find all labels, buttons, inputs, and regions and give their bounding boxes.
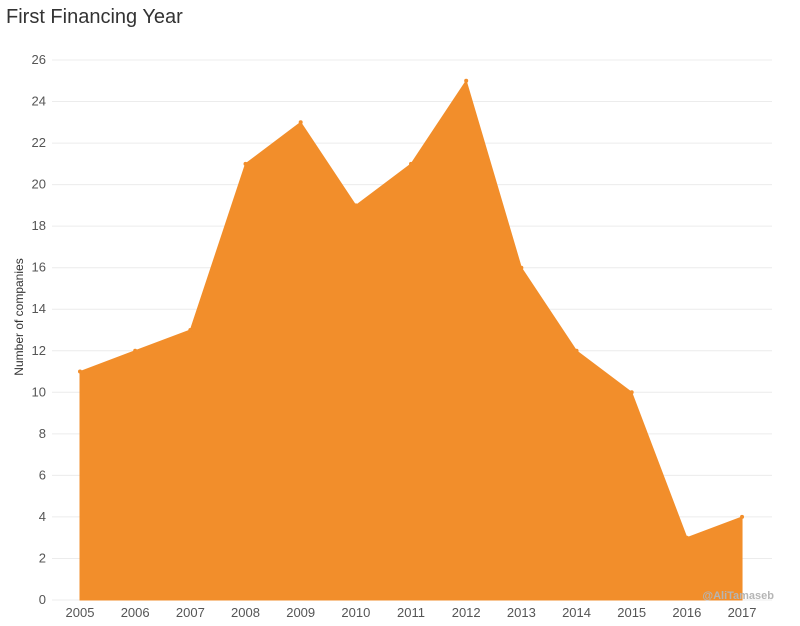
data-point-2007: [188, 328, 193, 332]
x-axis-ticks: 2005 2006 2007 2008 2009 2010 2011 2012 2013 2014…: [66, 605, 757, 620]
area-series: [78, 78, 745, 601]
watermark-text: @AliTamaseb: [702, 590, 774, 602]
area-fill: [79, 79, 743, 601]
y-tick-label: 24: [32, 94, 46, 109]
y-tick-label: 6: [39, 467, 46, 482]
data-point-2012: [464, 78, 469, 83]
x-tick-label: 2009: [286, 605, 315, 620]
x-tick-label: 2014: [562, 605, 591, 620]
data-point-2010: [353, 203, 358, 208]
y-tick-label: 22: [32, 135, 46, 150]
y-tick-label: 10: [32, 384, 46, 399]
y-tick-label: 26: [32, 52, 46, 67]
y-tick-label: 20: [32, 177, 46, 192]
data-point-2005: [78, 369, 82, 374]
x-tick-label: 2013: [507, 605, 536, 620]
data-point-2006: [133, 348, 138, 353]
y-tick-label: 14: [32, 301, 46, 316]
x-tick-label: 2007: [176, 605, 205, 620]
x-tick-label: 2005: [66, 605, 95, 620]
y-axis-label: Number of companies: [12, 258, 26, 375]
data-point-2016: [684, 535, 689, 540]
y-tick-label: 2: [39, 550, 46, 565]
x-tick-label: 2016: [672, 605, 701, 620]
data-point-2015: [629, 390, 634, 395]
x-tick-label: 2017: [728, 605, 757, 620]
x-tick-label: 2006: [121, 605, 150, 620]
data-point-2009: [298, 120, 303, 125]
x-tick-label: 2010: [341, 605, 370, 620]
data-point-2017: [740, 514, 745, 519]
data-point-2014: [574, 348, 579, 353]
data-point-2008: [243, 161, 248, 166]
x-tick-label: 2011: [397, 605, 425, 620]
y-tick-label: 12: [32, 343, 46, 358]
data-point-2013: [519, 265, 524, 270]
x-tick-label: 2015: [617, 605, 646, 620]
chart-title: First Financing Year: [6, 6, 183, 28]
x-tick-label: 2012: [452, 605, 481, 620]
y-tick-label: 16: [32, 260, 46, 275]
y-tick-label: 18: [32, 218, 46, 233]
data-point-2011: [409, 161, 414, 166]
x-tick-label: 2008: [231, 605, 260, 620]
y-tick-label: 8: [39, 426, 46, 441]
y-tick-label: 4: [39, 509, 46, 524]
y-tick-label: 0: [39, 592, 46, 607]
